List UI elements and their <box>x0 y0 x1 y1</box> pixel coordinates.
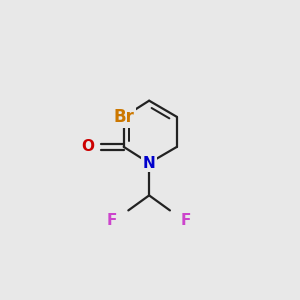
Text: O: O <box>81 140 94 154</box>
Text: N: N <box>143 155 155 170</box>
Text: Br: Br <box>113 108 134 126</box>
Text: F: F <box>107 213 117 228</box>
Text: F: F <box>181 213 191 228</box>
